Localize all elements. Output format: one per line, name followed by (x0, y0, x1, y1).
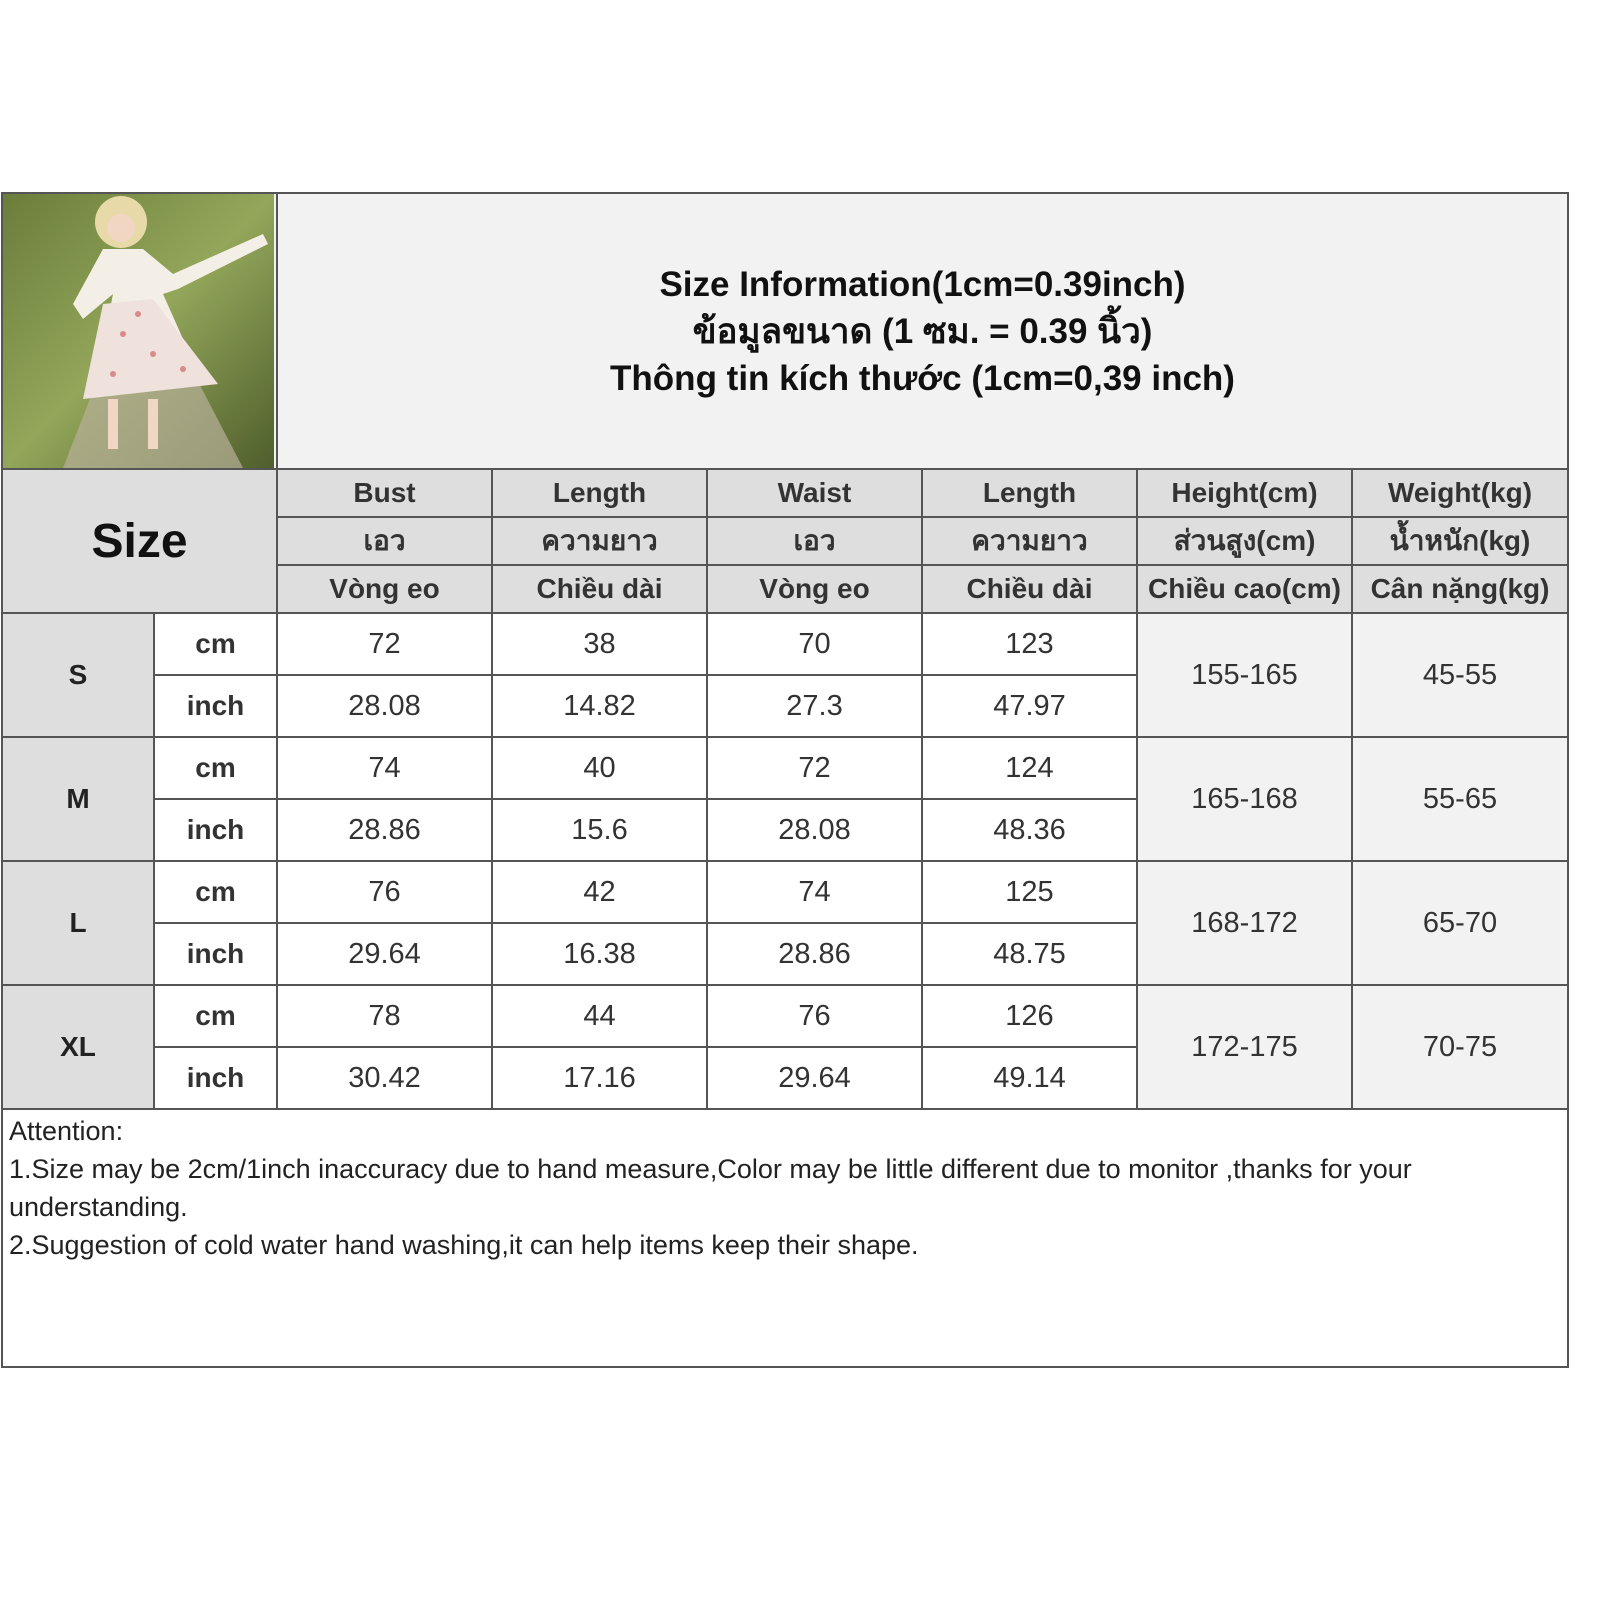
inch-value: 29.64 (276, 922, 493, 986)
col-header-vi: Chiều cao(cm) (1136, 564, 1353, 614)
product-photo (1, 192, 278, 470)
height-range: 168-172 (1136, 860, 1353, 986)
cm-value: 70 (706, 612, 923, 676)
cm-value: 38 (491, 612, 708, 676)
cm-value: 124 (921, 736, 1138, 800)
table-row-inch: inch 29.64 16.38 28.86 48.75 (2, 922, 1568, 986)
inch-value: 48.36 (921, 798, 1138, 862)
col-header-vi: Vòng eo (276, 564, 493, 614)
note-2: 2.Suggestion of cold water hand washing,… (9, 1230, 919, 1260)
cm-value: 72 (276, 612, 493, 676)
weight-range: 70-75 (1350, 984, 1570, 1110)
cm-value: 126 (921, 984, 1138, 1048)
weight-range: 55-65 (1350, 736, 1570, 862)
inch-value: 28.08 (706, 798, 923, 862)
weight-range: 65-70 (1350, 860, 1570, 986)
unit-label: cm (153, 984, 278, 1048)
inch-value: 48.75 (921, 922, 1138, 986)
size-label: L (1, 860, 155, 986)
inch-value: 49.14 (921, 1046, 1138, 1110)
inch-value: 29.64 (706, 1046, 923, 1110)
size-label: XL (1, 984, 155, 1110)
unit-label: cm (153, 860, 278, 924)
cm-value: 44 (491, 984, 708, 1048)
size-table: Size Information(1cm=0.39inch) ข้อมูลขนา… (0, 192, 1570, 1368)
cm-value: 40 (491, 736, 708, 800)
height-range: 155-165 (1136, 612, 1353, 738)
table-row-cm: XL cm 78 44 76 126 172-175 70-75 (1, 984, 1570, 1110)
inch-value: 28.08 (276, 674, 493, 738)
cm-value: 78 (276, 984, 493, 1048)
weight-range: 45-55 (1350, 612, 1570, 738)
col-header-en: Waist (706, 468, 923, 518)
cm-value: 76 (276, 860, 493, 924)
inch-value: 14.82 (491, 674, 708, 738)
col-header-vi: Vòng eo (706, 564, 923, 614)
cm-value: 74 (276, 736, 493, 800)
inch-value: 28.86 (276, 798, 493, 862)
title-vietnamese: Thông tin kích thước (1cm=0,39 inch) (610, 358, 1235, 398)
height-range: 165-168 (1136, 736, 1353, 862)
table-row-inch: inch 30.42 17.16 29.64 49.14 (2, 1046, 1568, 1110)
inch-value: 47.97 (921, 674, 1138, 738)
col-header-vi: Cân nặng(kg) (1350, 564, 1570, 614)
col-header-th: เอว (276, 516, 493, 566)
unit-label: cm (153, 736, 278, 800)
col-header-th: ความยาว (491, 516, 708, 566)
table-row-inch: inch 28.08 14.82 27.3 47.97 (2, 674, 1568, 738)
cm-value: 42 (491, 860, 708, 924)
col-header-th: น้ำหนัก(kg) (1350, 516, 1570, 566)
inch-value: 30.42 (276, 1046, 493, 1110)
notes-heading: Attention: (9, 1116, 124, 1146)
cm-value: 125 (921, 860, 1138, 924)
size-chart: Size Information(1cm=0.39inch) ข้อมูลขนา… (0, 192, 1570, 1368)
size-label: S (1, 612, 155, 738)
col-header-vi: Chiều dài (921, 564, 1138, 614)
cm-value: 76 (706, 984, 923, 1048)
size-info-title: Size Information(1cm=0.39inch) ข้อมูลขนา… (275, 192, 1570, 470)
col-header-en: Height(cm) (1136, 468, 1353, 518)
inch-value: 27.3 (706, 674, 923, 738)
title-english: Size Information(1cm=0.39inch) (659, 264, 1186, 304)
size-header: Size (1, 468, 278, 614)
cm-value: 74 (706, 860, 923, 924)
unit-label: inch (153, 922, 278, 986)
inch-value: 16.38 (491, 922, 708, 986)
col-header-en: Length (491, 468, 708, 518)
title-thai: ข้อมูลขนาด (1 ซม. = 0.39 นิ้ว) (692, 311, 1153, 351)
inch-value: 28.86 (706, 922, 923, 986)
cm-value: 123 (921, 612, 1138, 676)
unit-label: inch (153, 1046, 278, 1110)
col-header-en: Bust (276, 468, 493, 518)
size-label: M (1, 736, 155, 862)
col-header-vi: Chiều dài (491, 564, 708, 614)
height-range: 172-175 (1136, 984, 1353, 1110)
unit-label: cm (153, 612, 278, 676)
inch-value: 17.16 (491, 1046, 708, 1110)
col-header-en: Weight(kg) (1350, 468, 1570, 518)
col-header-th: ความยาว (921, 516, 1138, 566)
unit-label: inch (153, 798, 278, 862)
col-header-en: Length (921, 468, 1138, 518)
attention-notes: Attention: 1.Size may be 2cm/1inch inacc… (0, 1108, 1570, 1368)
table-row-inch: inch 28.86 15.6 28.08 48.36 (2, 798, 1568, 862)
cm-value: 72 (706, 736, 923, 800)
note-1: 1.Size may be 2cm/1inch inaccuracy due t… (9, 1154, 1412, 1222)
col-header-th: เอว (706, 516, 923, 566)
col-header-th: ส่วนสูง(cm) (1136, 516, 1353, 566)
inch-value: 15.6 (491, 798, 708, 862)
unit-label: inch (153, 674, 278, 738)
